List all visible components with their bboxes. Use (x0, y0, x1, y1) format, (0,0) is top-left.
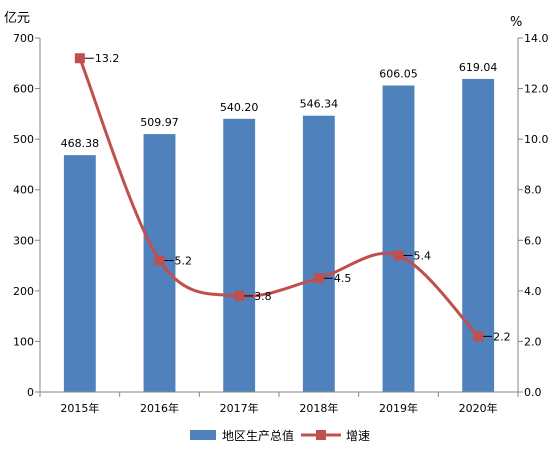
line-marker (313, 273, 324, 284)
bar-value-label: 619.04 (459, 61, 498, 74)
line-value-labels: 13.2 5.2 3.8 4.5 5.4 2.2 (79, 52, 511, 343)
category-label: 2015年 (60, 401, 99, 415)
line-value-label: 13.2 (95, 52, 120, 65)
bar-value-labels: 468.38 509.97 540.20 546.34 606.05 619.04 (61, 61, 498, 150)
line-value-label: 5.4 (414, 249, 432, 262)
bar (223, 118, 256, 392)
bar-value-label: 468.38 (61, 137, 100, 150)
line-marker (234, 290, 245, 301)
bar (462, 78, 495, 392)
growth-line (78, 57, 480, 338)
category-label: 2017年 (220, 401, 259, 415)
left-tick-label: 200 (13, 285, 34, 298)
category-labels: 2015年 2016年 2017年 2018年 2019年 2020年 (60, 401, 497, 415)
legend-bar-swatch (190, 430, 216, 440)
line-marker (393, 250, 404, 261)
line-value-label: 3.8 (254, 290, 272, 303)
left-tick-label: 500 (13, 133, 34, 146)
left-axis-ticks: 0 100 200 300 400 500 600 700 (13, 32, 34, 399)
category-label: 2020年 (459, 401, 498, 415)
right-tick-label: 8.0 (524, 184, 542, 197)
category-label: 2019年 (379, 401, 418, 415)
legend-line-label: 增速 (346, 429, 370, 443)
left-tick-label: 700 (13, 32, 34, 45)
right-tick-label: 14.0 (524, 32, 549, 45)
right-tick-label: 4.0 (524, 285, 542, 298)
bar-value-label: 540.20 (220, 101, 259, 114)
line-markers (74, 53, 484, 342)
category-label: 2018年 (299, 401, 338, 415)
bar (63, 155, 96, 392)
line-marker (154, 255, 165, 266)
right-tick-label: 0.0 (524, 386, 542, 399)
line-value-label: 2.2 (493, 330, 511, 343)
right-tick-label: 2.0 (524, 335, 542, 348)
bar-value-label: 606.05 (379, 68, 418, 81)
right-tick-label: 12.0 (524, 83, 549, 96)
bar (382, 85, 415, 393)
left-tick-label: 300 (13, 234, 34, 247)
legend-line-marker (316, 430, 326, 440)
left-axis-unit: 亿元 (4, 11, 30, 26)
bar (302, 115, 335, 392)
line-value-label: 5.2 (175, 255, 193, 268)
category-label: 2016年 (140, 401, 179, 415)
right-tick-label: 6.0 (524, 234, 542, 247)
left-tick-label: 100 (13, 335, 34, 348)
axes (35, 37, 523, 397)
right-axis-ticks: 0.0 2.0 4.0 6.0 8.0 10.0 12.0 14.0 (524, 32, 549, 399)
legend: 地区生产总值 增速 (190, 428, 370, 443)
left-tick-label: 600 (13, 83, 34, 96)
line-value-label: 4.5 (334, 272, 352, 285)
line-marker (473, 331, 484, 342)
right-tick-label: 10.0 (524, 133, 549, 146)
left-tick-label: 400 (13, 184, 34, 197)
bar-value-label: 546.34 (300, 98, 339, 111)
right-axis-unit: % (510, 15, 522, 30)
bar-series (63, 78, 495, 393)
line-marker (74, 53, 85, 64)
left-tick-label: 0 (27, 386, 34, 399)
legend-bar-label: 地区生产总值 (222, 428, 294, 443)
bar-value-label: 509.97 (140, 116, 179, 129)
